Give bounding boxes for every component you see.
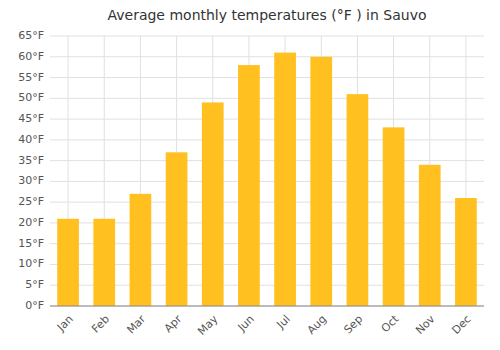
y-tick-label: 50°F (18, 91, 44, 104)
grid (50, 36, 484, 306)
x-tick-label: Aug (305, 313, 329, 337)
x-tick-label: Oct (379, 312, 402, 335)
bar (93, 219, 115, 306)
bar (57, 219, 79, 306)
y-tick-label: 65°F (18, 29, 44, 42)
grid-line-y (50, 306, 484, 307)
bar (166, 152, 188, 306)
title: Average monthly temperatures (°F ) in Sa… (107, 7, 426, 23)
bar (202, 102, 224, 306)
x-tick-label: Sep (341, 313, 365, 337)
bar (310, 57, 332, 306)
bars (57, 53, 477, 306)
bar (455, 198, 477, 306)
bar (274, 53, 296, 306)
y-tick-label: 10°F (18, 257, 44, 270)
y-tick-label: 25°F (18, 195, 44, 208)
x-tick-label: Jul (274, 313, 293, 332)
y-tick-label: 20°F (18, 216, 44, 229)
grid-line-y (50, 139, 484, 140)
bar (383, 127, 405, 306)
x-axis-line (50, 306, 484, 307)
grid-line-y (50, 119, 484, 120)
y-tick-label: 40°F (18, 133, 44, 146)
y-tick-label: 35°F (18, 154, 44, 167)
x-tick-label: Nov (413, 312, 438, 337)
bar (238, 65, 260, 306)
chart: Average monthly temperatures (°F ) in Sa… (0, 0, 500, 350)
y-tick-label: 15°F (18, 237, 44, 250)
grid-line-y (50, 98, 484, 99)
x-tick-label: Dec (449, 313, 473, 337)
y-tick-label: 30°F (18, 174, 44, 187)
bar (130, 194, 152, 306)
x-tick-label: Apr (162, 312, 185, 335)
x-tick-label: Jan (54, 313, 76, 335)
x-tick-label: Mar (124, 312, 148, 336)
y-tick-label: 45°F (18, 112, 44, 125)
bar (347, 94, 369, 306)
y-tick-label: 5°F (25, 278, 44, 291)
grid-line-y (50, 36, 484, 37)
x-tick-label: Jun (235, 313, 257, 335)
chart-container: Average monthly temperatures (°F ) in Sa… (0, 0, 500, 350)
y-tick-label: 60°F (18, 50, 44, 63)
x-tick-label: May (195, 312, 221, 338)
grid-line-y (50, 160, 484, 161)
y-tick-label: 55°F (18, 71, 44, 84)
y-tick-label: 0°F (25, 299, 44, 312)
grid-line-y (50, 56, 484, 57)
bar (419, 165, 441, 306)
grid-line-y (50, 77, 484, 78)
x-tick-label: Feb (89, 313, 112, 336)
